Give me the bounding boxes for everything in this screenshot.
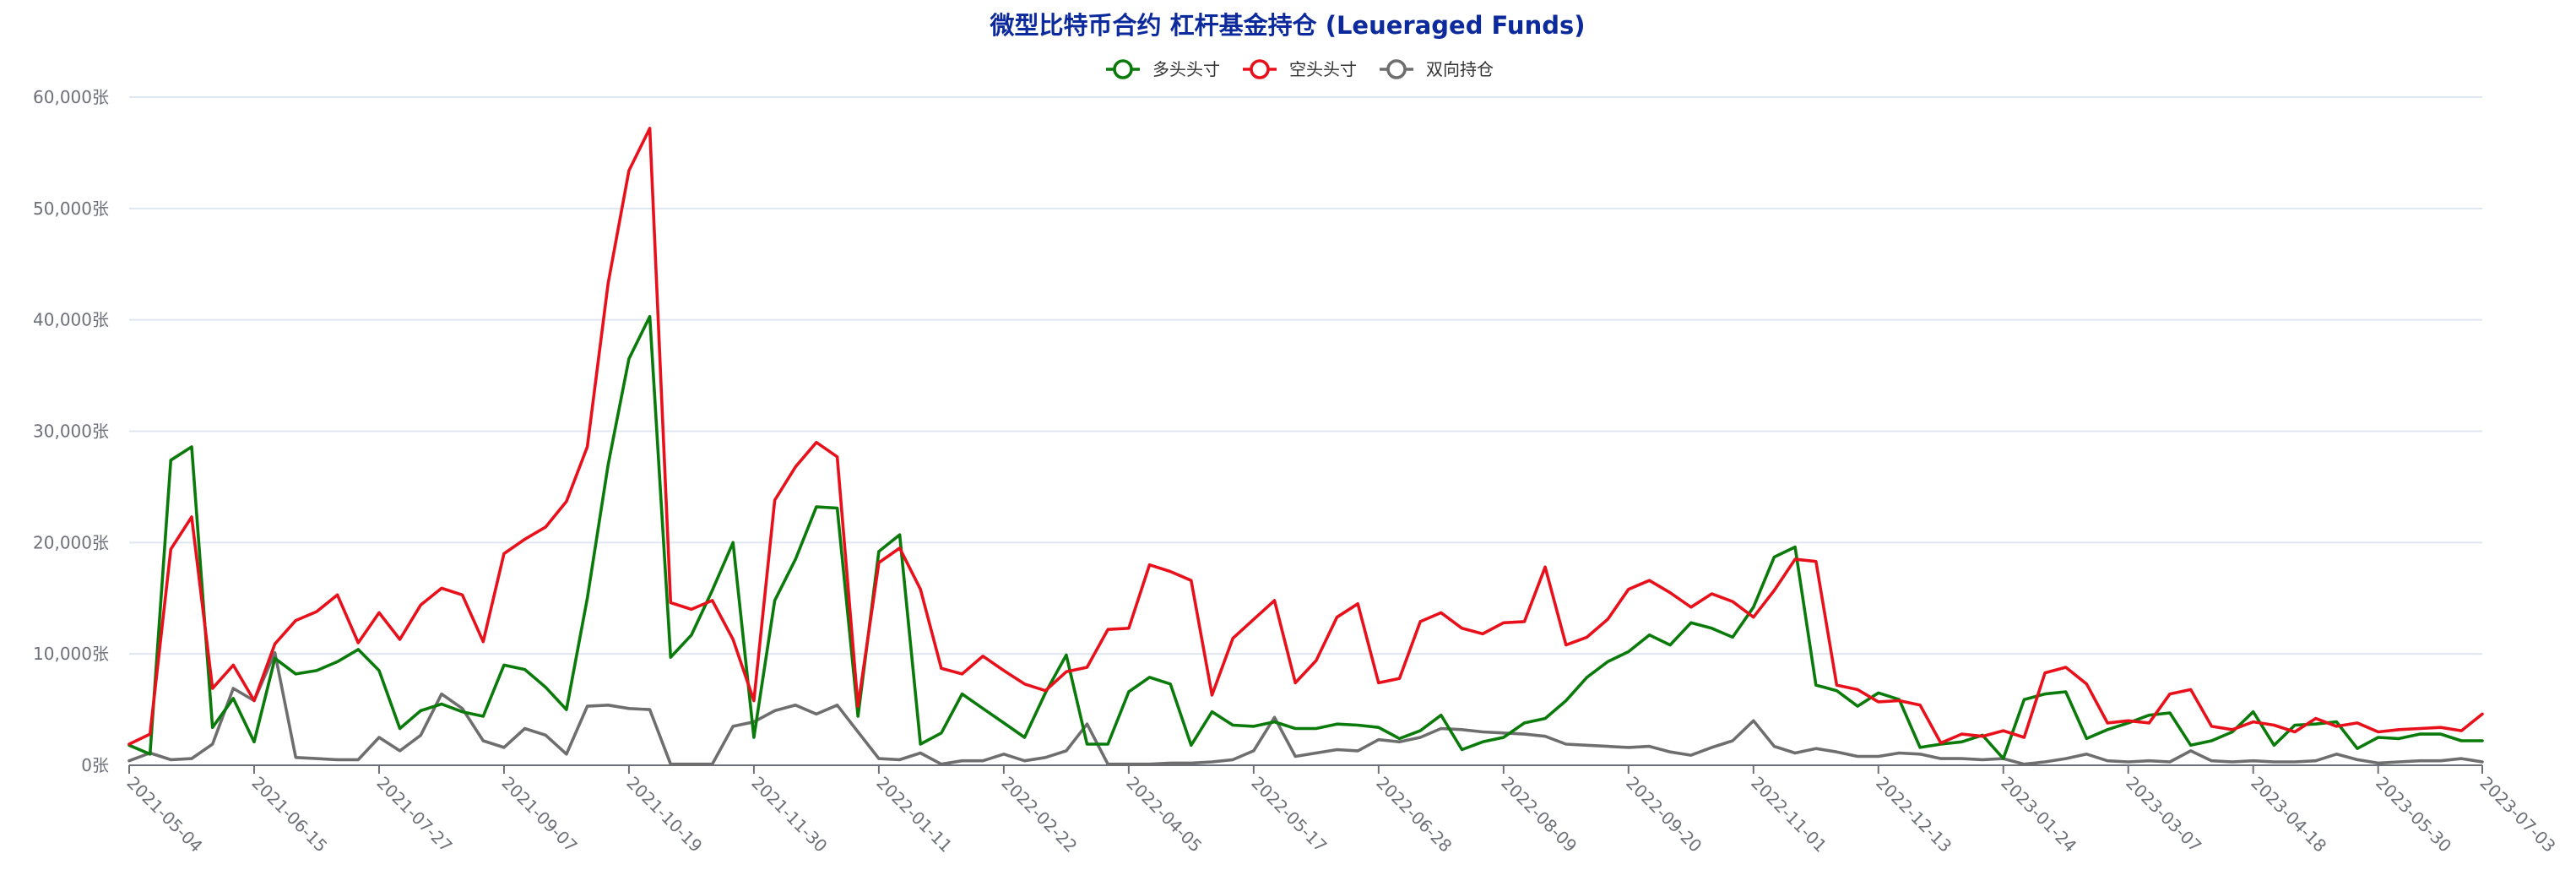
x-tick-label: 2023-01-24	[1997, 773, 2080, 856]
y-tick-label: 0张	[81, 755, 109, 775]
legend-label: 空头头寸	[1289, 59, 1357, 79]
legend-swatch-marker	[1386, 59, 1407, 79]
x-tick-label: 2021-06-15	[247, 773, 331, 856]
x-tick-label: 2022-08-09	[1497, 773, 1581, 856]
legend-label: 双向持仓	[1426, 59, 1494, 79]
x-tick-label: 2021-07-27	[372, 773, 456, 856]
series-line-1	[127, 127, 2484, 746]
x-tick-label: 2022-06-28	[1372, 773, 1456, 856]
x-tick-label: 2022-01-11	[872, 773, 956, 856]
legend-label: 多头头寸	[1152, 59, 1220, 79]
legend-swatch-marker	[1250, 59, 1270, 79]
x-tick-label: 2022-12-13	[1872, 773, 1955, 856]
y-tick-label: 60,000张	[33, 87, 109, 107]
x-axis: 2021-05-04 2021-06-15 2021-07-27 2021-09-07…	[122, 764, 2560, 856]
legend-item[interactable]: 多头头寸	[1106, 59, 1220, 79]
y-axis: 0张 10,000张 20,000张 30,000张 40,000张 50,000张 60,…	[33, 87, 109, 775]
y-tick-label: 30,000张	[33, 421, 109, 442]
series-line-0	[127, 314, 2484, 760]
x-tick-label: 2023-04-18	[2247, 773, 2330, 856]
y-tick-label: 10,000张	[33, 644, 109, 664]
y-tick-label: 40,000张	[33, 310, 109, 330]
legend-item[interactable]: 双向持仓	[1380, 59, 1494, 79]
chart-title: 微型比特币合约 杠杆基金持仓 (Leueraged Funds)	[990, 11, 1586, 40]
x-tick-label: 2021-09-07	[497, 773, 581, 856]
legend: 多头头寸 空头头寸 双向持仓	[1106, 59, 1494, 79]
legend-swatch-marker	[1113, 59, 1133, 79]
legend-item[interactable]: 空头头寸	[1243, 59, 1357, 79]
series-layer	[127, 127, 2484, 766]
x-tick-label: 2021-10-19	[622, 773, 706, 856]
x-tick-label: 2023-07-03	[2476, 773, 2559, 856]
y-tick-label: 20,000张	[33, 532, 109, 552]
x-tick-label: 2022-09-20	[1622, 773, 1706, 856]
x-tick-label: 2022-04-05	[1122, 773, 1206, 856]
x-tick-label: 2022-02-22	[997, 773, 1081, 856]
series-line-2	[127, 650, 2484, 766]
x-tick-label: 2022-11-01	[1747, 773, 1830, 856]
x-tick-label: 2022-05-17	[1247, 773, 1331, 856]
x-tick-label: 2021-11-30	[747, 773, 831, 856]
y-tick-label: 50,000张	[33, 198, 109, 219]
x-tick-label: 2021-05-04	[122, 773, 206, 856]
x-tick-label: 2023-03-07	[2122, 773, 2205, 856]
grid	[129, 96, 2482, 655]
x-tick-label: 2023-05-30	[2372, 773, 2455, 856]
